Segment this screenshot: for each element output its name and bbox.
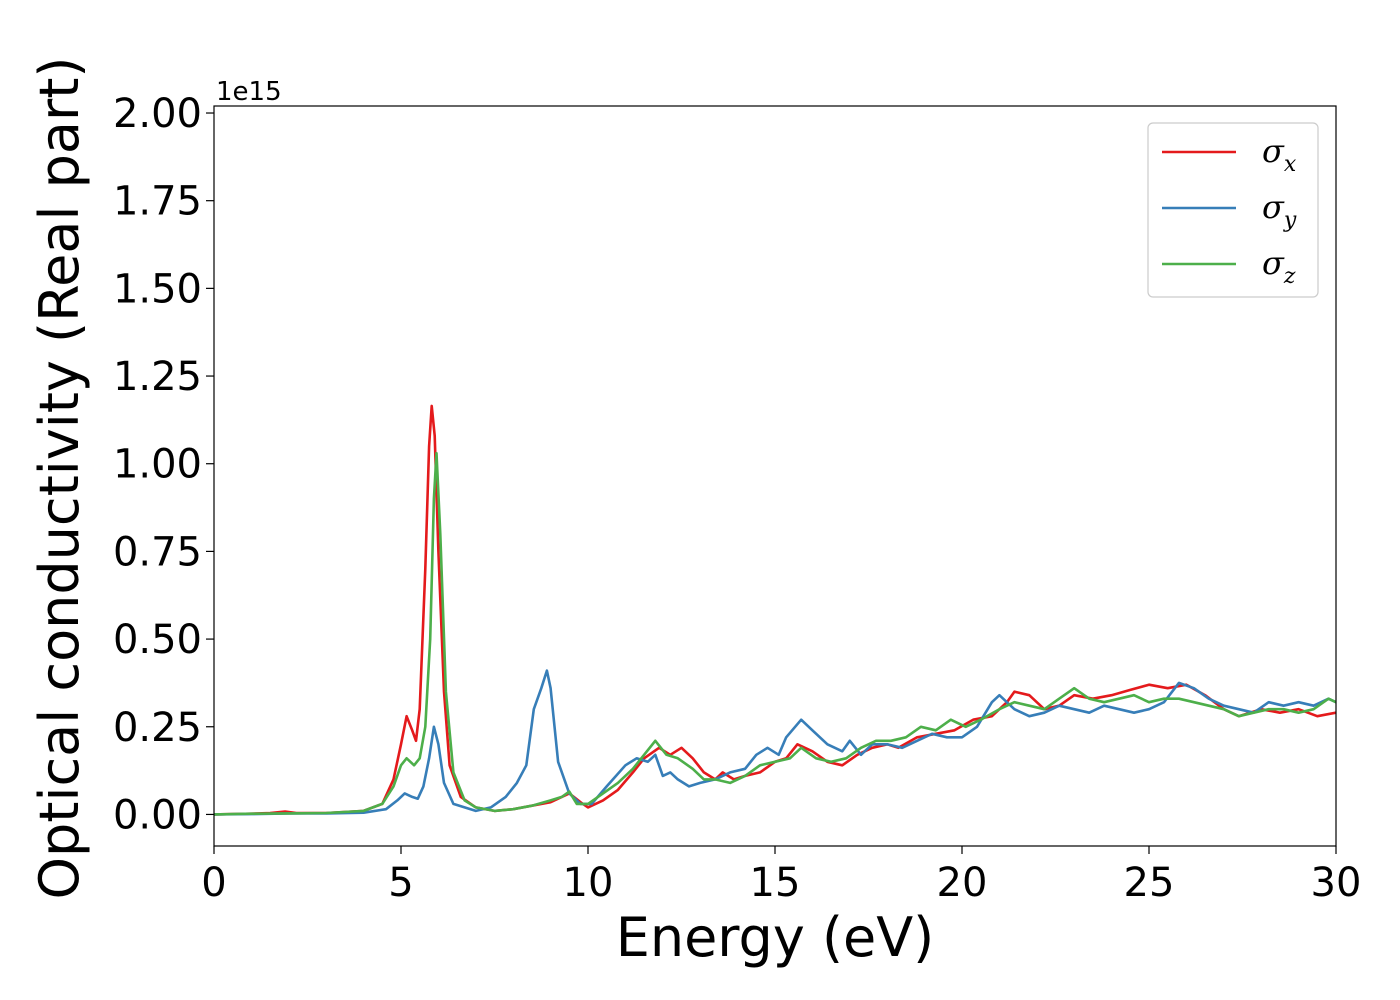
y-tick-label: 1.75 (113, 179, 202, 225)
x-tick-label: 0 (201, 860, 226, 906)
y-offset-label: 1e15 (216, 77, 282, 107)
y-tick-label: 1.00 (113, 442, 202, 488)
x-tick-label: 10 (563, 860, 614, 906)
y-tick-label: 0.50 (113, 617, 202, 663)
legend-box (1147, 122, 1319, 298)
y-axis: 0.00 0.25 0.50 0.75 1.00 1.25 1.50 1.75 2.00 (113, 91, 214, 838)
y-tick-label: 0.00 (113, 792, 202, 838)
y-tick-label: 0.25 (113, 705, 202, 751)
legend-subscript: z (1283, 264, 1296, 289)
series-line-z (214, 451, 1336, 816)
x-tick-label: 30 (1311, 860, 1362, 906)
legend-subscript: y (1283, 208, 1297, 233)
x-tick-label: 5 (388, 860, 413, 906)
y-tick-label: 2.00 (113, 91, 202, 137)
x-tick-label: 15 (750, 860, 801, 906)
x-axis-title: Energy (eV) (616, 906, 935, 969)
y-tick-label: 1.25 (113, 354, 202, 400)
series-layer (214, 404, 1336, 816)
x-tick-label: 20 (937, 860, 988, 906)
legend-subscript: x (1284, 152, 1297, 177)
y-tick-label: 0.75 (113, 529, 202, 575)
x-tick-label: 25 (1124, 860, 1175, 906)
y-axis-title: Optical conductivity (Real part) (28, 57, 91, 900)
legend-label-y: σy (1262, 188, 1297, 233)
y-tick-label: 1.50 (113, 266, 202, 312)
series-line-y (214, 669, 1336, 816)
x-axis: 0 5 10 15 20 25 30 (201, 846, 1361, 906)
